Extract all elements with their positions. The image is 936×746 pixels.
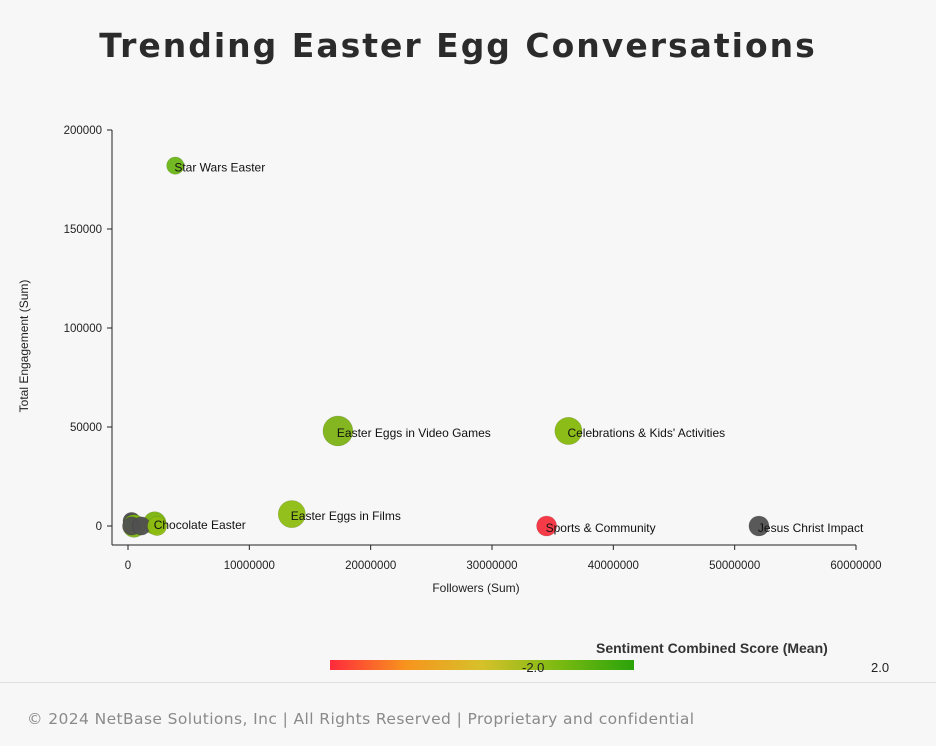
data-point-label: Chocolate Easter xyxy=(154,518,246,532)
x-tick-label: 60000000 xyxy=(830,560,881,572)
y-tick-label: 200000 xyxy=(64,125,102,137)
color-legend-min-label: -2.0 xyxy=(522,660,545,675)
data-point-label: Easter Eggs in Films xyxy=(291,509,401,523)
data-point[interactable] xyxy=(277,500,306,529)
x-tick-label: 30000000 xyxy=(466,560,517,572)
footer-divider xyxy=(0,682,936,683)
chart-title: Trending Easter Egg Conversations xyxy=(99,26,817,65)
data-point[interactable] xyxy=(166,156,185,175)
y-axis-label: Total Engagement (Sum) xyxy=(17,280,31,413)
x-tick-label: 20000000 xyxy=(345,560,396,572)
y-tick-label: 100000 xyxy=(64,323,102,335)
color-legend-gradient xyxy=(330,660,634,670)
data-point-label: Sports & Community xyxy=(546,521,656,535)
x-axis-label: Followers (Sum) xyxy=(432,581,519,595)
y-tick-label: 0 xyxy=(96,521,102,533)
x-tick-label: 40000000 xyxy=(588,560,639,572)
data-point-label: Star Wars Easter xyxy=(174,161,265,175)
data-point[interactable] xyxy=(748,515,770,537)
x-tick-label: 0 xyxy=(125,560,131,572)
scatter-plot: 0 10000000 20000000 30000000 40000000 5000000… xyxy=(17,125,882,595)
data-point[interactable] xyxy=(536,515,557,537)
x-tick-label: 50000000 xyxy=(709,560,760,572)
data-point[interactable] xyxy=(554,417,583,445)
data-point-label: Jesus Christ Impact xyxy=(758,521,864,535)
point-labels: Star Wars Easter Easter Eggs in Video Gam… xyxy=(154,161,864,535)
color-legend-title: Sentiment Combined Score (Mean) xyxy=(596,640,828,656)
axes: 0 10000000 20000000 30000000 40000000 5000000… xyxy=(64,125,882,572)
data-point[interactable] xyxy=(322,415,354,447)
data-point[interactable] xyxy=(147,516,168,536)
footer-copyright: © 2024 NetBase Solutions, Inc | All Righ… xyxy=(27,710,695,728)
data-point-label: Easter Eggs in Video Games xyxy=(337,426,491,440)
x-tick-label: 10000000 xyxy=(224,560,275,572)
y-tick-label: 150000 xyxy=(64,224,102,236)
data-point-label: Celebrations & Kids' Activities xyxy=(567,426,725,440)
y-tick-label: 50000 xyxy=(70,422,102,434)
color-legend-max-label: 2.0 xyxy=(871,660,890,675)
data-points xyxy=(122,156,770,538)
